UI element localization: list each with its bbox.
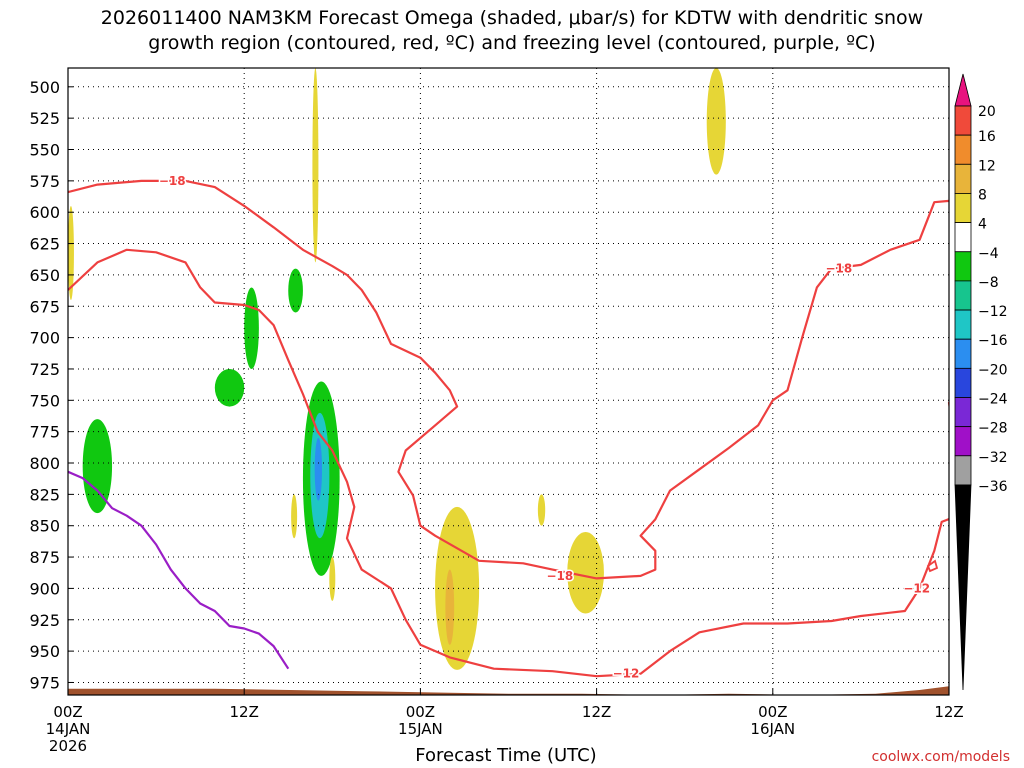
y-tick-label-875: 875 <box>29 548 60 567</box>
colorbar-label-7: −12 <box>978 304 1008 320</box>
y-tick-label-850: 850 <box>29 517 60 536</box>
y-tick-label-625: 625 <box>29 235 60 254</box>
colorbar-label-8: −16 <box>978 333 1008 349</box>
contour-label-red_-12_a: −12 <box>613 667 640 681</box>
colorbar-swatch-11 <box>954 397 972 428</box>
colorbar-swatch-8 <box>954 309 972 340</box>
y-axis: 500 525 550 575 600 625 650 675 700 725 750 775 800 8… <box>29 78 73 692</box>
colorbar-label-6: −8 <box>978 275 999 291</box>
colorbar-swatch-12 <box>954 426 972 457</box>
chart-title-line-1: 2026011400 NAM3KM Forecast Omega (shaded… <box>100 7 924 29</box>
colorbar-label-5: −4 <box>978 246 999 262</box>
contour-labels: −18 −18 −18 −12 −12 <box>157 172 931 682</box>
colorbar-swatch-1 <box>954 105 972 136</box>
y-tick-label-525: 525 <box>29 109 60 128</box>
plot-frame <box>67 67 950 696</box>
y-tick-label-500: 500 <box>29 78 60 97</box>
colorbar-label-2: 12 <box>978 158 996 174</box>
y-tick-label-675: 675 <box>29 297 60 316</box>
y-tick-label-775: 775 <box>29 423 60 442</box>
colorbar-swatch-7 <box>954 280 972 311</box>
omega-shade-14 <box>567 531 604 614</box>
terrain-layer <box>68 686 949 695</box>
colorbar-swatch-6 <box>954 251 972 282</box>
contour-label-red_-18_b: −18 <box>547 569 574 583</box>
colorbar-swatch-9 <box>954 338 972 369</box>
colorbar-label-1: 16 <box>978 129 996 145</box>
grid-lines <box>68 68 949 695</box>
omega-shade-13 <box>537 494 546 526</box>
contour-label-red_-18_c: −18 <box>825 262 852 276</box>
omega-shade-11 <box>435 506 480 670</box>
y-tick-label-750: 750 <box>29 391 60 410</box>
colorbar-swatch-10 <box>954 367 972 398</box>
dgz-contour-lower <box>68 248 949 678</box>
colorbar-swatch-13 <box>954 455 972 486</box>
contour-label-red_-12_b: −12 <box>903 581 930 595</box>
dgz-contour-upper <box>68 179 949 580</box>
x-tick-label-0-2: 2026 <box>49 737 87 755</box>
omega-shade-7 <box>68 205 74 300</box>
y-tick-label-900: 900 <box>29 579 60 598</box>
y-tick-label-800: 800 <box>29 454 60 473</box>
omega-shade-10 <box>329 557 336 601</box>
contour-layer <box>68 179 949 678</box>
omega-shade-15 <box>706 68 726 175</box>
y-tick-label-925: 925 <box>29 611 60 630</box>
terrain-fill <box>68 686 949 695</box>
colorbar-label-4: 4 <box>978 217 987 233</box>
y-tick-label-550: 550 <box>29 141 60 160</box>
omega-shade-8 <box>312 68 319 263</box>
x-tick-label-12-0: 12Z <box>230 703 259 721</box>
y-tick-label-650: 650 <box>29 266 60 285</box>
chart-title: 2026011400 NAM3KM Forecast Omega (shaded… <box>0 6 1024 56</box>
omega-shading-layer <box>68 68 726 670</box>
colorbar: 20 16 12 8 4 −4 −8 −12 −16 −20 −24 −28 −32 −36 <box>954 73 1008 691</box>
omega-shade-1 <box>214 368 245 407</box>
colorbar-swatch-4 <box>954 193 972 223</box>
x-axis-label: Forecast Time (UTC) <box>415 745 597 766</box>
x-tick-label-48-0: 00Z <box>758 703 787 721</box>
x-tick-label-24-1: 15JAN <box>398 720 443 738</box>
colorbar-swatch-3 <box>954 163 972 194</box>
y-tick-label-825: 825 <box>29 485 60 504</box>
x-tick-label-0-1: 14JAN <box>46 720 91 738</box>
colorbar-label-10: −24 <box>978 392 1008 408</box>
colorbar-label-9: −20 <box>978 362 1008 378</box>
colorbar-bottom-triangle <box>954 484 972 691</box>
colorbar-label-12: −32 <box>978 450 1008 466</box>
omega-shade-0 <box>82 419 113 514</box>
omega-shade-3 <box>288 268 303 313</box>
omega-shade-2 <box>244 287 259 369</box>
colorbar-label-3: 8 <box>978 187 987 203</box>
dgz-small-contour <box>926 559 939 573</box>
y-tick-label-600: 600 <box>29 203 60 222</box>
credit-text: coolwx.com/models <box>871 749 1010 765</box>
y-tick-label-975: 975 <box>29 673 60 692</box>
freezing-level-contour <box>68 470 290 670</box>
omega-shade-12 <box>445 569 455 645</box>
x-tick-label-36-0: 12Z <box>582 703 611 721</box>
x-tick-label-24-0: 00Z <box>406 703 435 721</box>
y-tick-label-950: 950 <box>29 642 60 661</box>
x-tick-label-60-0: 12Z <box>934 703 963 721</box>
x-tick-label-48-1: 16JAN <box>750 720 795 738</box>
colorbar-swatch-2 <box>954 134 972 165</box>
y-tick-label-575: 575 <box>29 172 60 191</box>
colorbar-swatch-5 <box>954 222 972 253</box>
omega-shade-6 <box>314 437 323 501</box>
x-tick-label-0-0: 00Z <box>53 703 82 721</box>
omega-shade-9 <box>291 494 298 539</box>
colorbar-top-triangle <box>954 73 972 107</box>
colorbar-label-0: 20 <box>978 104 996 120</box>
colorbar-label-13: −36 <box>978 479 1008 495</box>
y-tick-label-700: 700 <box>29 329 60 348</box>
chart-title-line-2: growth region (contoured, red, ºC) and f… <box>148 32 876 54</box>
contour-label-red_-18_a: −18 <box>159 174 186 188</box>
colorbar-label-11: −28 <box>978 421 1008 437</box>
y-tick-label-725: 725 <box>29 360 60 379</box>
